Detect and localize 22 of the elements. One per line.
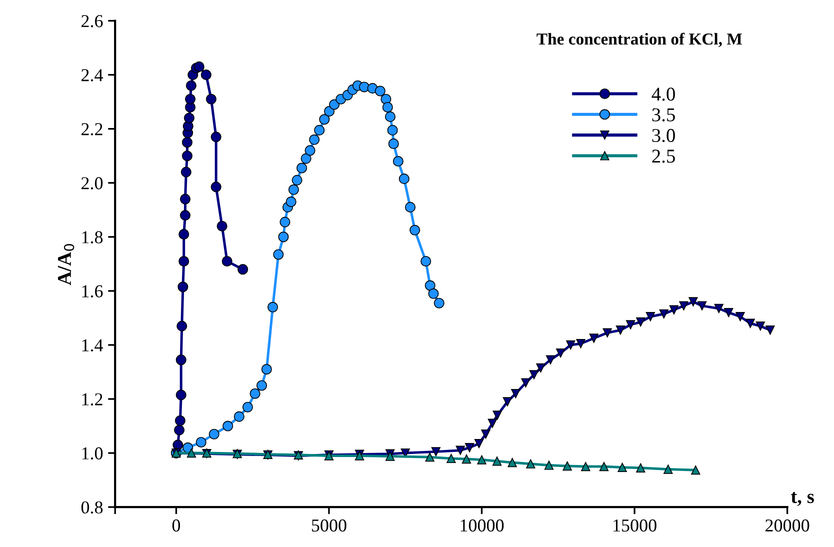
legend-label: 3.0 (652, 128, 675, 142)
x-tick-label: 0 (172, 519, 180, 532)
y-tick-label: 1.2 (82, 393, 102, 406)
y-tick-label: 1.4 (82, 339, 104, 352)
y-tick-label: 2.4 (82, 69, 104, 82)
y-tick-label: 1.0 (82, 447, 103, 460)
y-axis-title: A/A$_{0}$ (58, 244, 74, 286)
y-tick-label: 1.8 (82, 231, 103, 244)
x-tick-label: 5000 (312, 519, 346, 532)
legend-title: The concentration of KCl, M (536, 32, 742, 48)
legend-label: 4.0 (652, 88, 675, 101)
legend-label: 2.5 (652, 150, 675, 163)
x-tick-label: 10000 (460, 519, 504, 532)
y-tick-label: 2.6 (82, 15, 103, 28)
x-axis-title: t, s (790, 492, 814, 506)
y-tick-label: 1.6 (82, 285, 103, 298)
x-tick-label: 20000 (766, 519, 810, 532)
y-tick-label: 2.0 (82, 177, 103, 190)
y-tick-label: 0.8 (81, 501, 103, 514)
y-tick-label: 2.2 (82, 123, 102, 136)
x-tick-label: 15000 (614, 519, 656, 532)
legend-label: 3.5 (652, 108, 675, 122)
